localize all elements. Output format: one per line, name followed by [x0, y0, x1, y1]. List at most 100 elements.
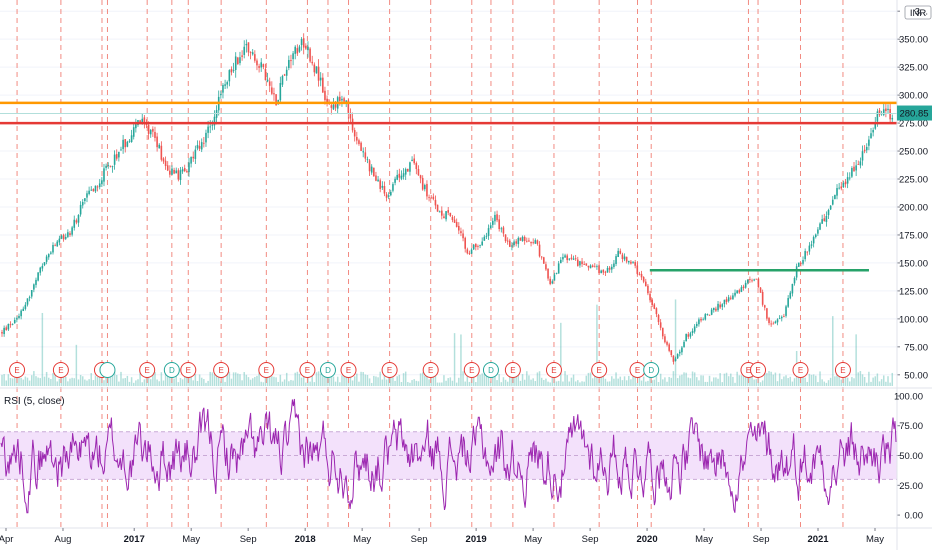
volume-bar	[56, 381, 58, 386]
earnings-marker-circle[interactable]	[52, 362, 69, 378]
volume-bar	[509, 374, 511, 386]
volume-bar	[402, 373, 405, 386]
candle-body	[449, 212, 452, 217]
candle-body	[415, 163, 418, 170]
candle-body	[504, 234, 507, 242]
dividend-marker-circle[interactable]	[163, 362, 180, 378]
candle-body	[181, 169, 184, 172]
earnings-marker-circle[interactable]	[792, 362, 809, 378]
earnings-marker-circle[interactable]	[258, 362, 275, 378]
volume-bar	[11, 378, 14, 386]
event-markers[interactable]: EEEEDEEEEDEEEEDEEEEDEEEE	[9, 362, 851, 378]
time-tick-label: 2019	[466, 534, 487, 545]
volume-bar	[638, 376, 641, 386]
volume-bar	[298, 373, 301, 386]
candle-body	[859, 161, 862, 166]
candle-body	[77, 214, 80, 223]
earnings-marker-circle[interactable]	[463, 362, 480, 378]
volume-bar	[519, 380, 522, 386]
earnings-marker-circle[interactable]	[180, 362, 197, 378]
volume-bar	[120, 371, 122, 386]
dividend-marker-label: D	[488, 366, 494, 375]
candle-body	[744, 282, 747, 288]
volume-bar	[188, 375, 190, 386]
volume-bar	[77, 379, 80, 386]
earnings-marker-circle[interactable]	[545, 362, 562, 378]
candle-body	[292, 53, 294, 60]
candle-body	[702, 319, 704, 321]
volume-bar	[413, 379, 415, 386]
volume-bar	[330, 371, 333, 386]
candle-body	[761, 291, 764, 305]
candle-body	[135, 124, 137, 129]
candle-body	[424, 185, 426, 190]
candle-body	[111, 166, 114, 168]
earnings-marker-circle[interactable]	[750, 362, 767, 378]
candle-body	[455, 222, 458, 227]
candle-body	[600, 270, 602, 273]
dividend-marker-circle[interactable]	[319, 362, 336, 378]
volume-bar	[190, 373, 192, 386]
time-tick-label: Aug	[55, 534, 72, 545]
candle-body	[657, 314, 660, 323]
earnings-marker-circle[interactable]	[834, 362, 851, 378]
candle-body	[164, 160, 167, 167]
candle-body	[579, 261, 581, 266]
dividend-marker-circle[interactable]	[482, 362, 499, 378]
candle-body	[396, 174, 399, 180]
earnings-marker-circle[interactable]	[591, 362, 608, 378]
candle-body	[865, 146, 868, 151]
candle-body	[806, 251, 809, 253]
volume-bar	[52, 373, 54, 386]
volume-bar	[432, 373, 435, 386]
volume-bar	[111, 373, 114, 386]
volume-bar	[407, 382, 409, 386]
horizontal-lines[interactable]	[0, 101, 897, 272]
volume-bar	[273, 376, 275, 386]
volume-bar	[523, 379, 526, 386]
volume-bar	[853, 378, 855, 386]
time-tick-label: Sep	[240, 534, 257, 545]
volume-bar	[409, 382, 411, 386]
earnings-marker-circle[interactable]	[504, 362, 521, 378]
volume-bar	[86, 380, 88, 386]
volume-bar	[398, 374, 401, 386]
volume-bar	[727, 376, 730, 386]
volume-bar	[659, 373, 662, 386]
volume-bar	[759, 382, 762, 386]
volume-bar	[245, 374, 248, 386]
earnings-marker-circle[interactable]	[213, 362, 230, 378]
volume-bar	[445, 380, 447, 386]
price-tick-label: 150.00	[899, 258, 928, 269]
candle-body	[695, 323, 698, 327]
candle-body	[840, 186, 843, 189]
volume-bar	[876, 373, 879, 386]
dividend-marker-circle[interactable]	[99, 362, 116, 378]
volume-bar	[256, 375, 258, 386]
earnings-marker-circle[interactable]	[422, 362, 439, 378]
volume-bar	[118, 381, 120, 386]
volume-bar	[266, 377, 269, 386]
volume-bar	[821, 379, 823, 386]
candle-body	[228, 70, 231, 82]
candle-body	[749, 279, 751, 280]
candle-body	[649, 293, 651, 301]
volume-bar	[723, 373, 726, 386]
volume-bar	[92, 380, 95, 386]
earnings-marker-circle[interactable]	[139, 362, 156, 378]
earnings-marker-circle[interactable]	[381, 362, 398, 378]
candle-body	[672, 355, 675, 362]
earnings-marker-circle[interactable]	[9, 362, 26, 378]
volume-bar	[815, 375, 817, 386]
volume-bar	[630, 379, 632, 386]
candle-body	[810, 244, 813, 246]
volume-bar	[778, 373, 781, 386]
candle-body	[451, 216, 454, 221]
volume-bar	[362, 372, 364, 386]
dividend-marker-circle[interactable]	[643, 362, 660, 378]
earnings-marker-circle[interactable]	[340, 362, 357, 378]
earnings-marker-circle[interactable]	[299, 362, 316, 378]
volume-bar	[513, 376, 515, 386]
candle-body	[128, 140, 131, 142]
